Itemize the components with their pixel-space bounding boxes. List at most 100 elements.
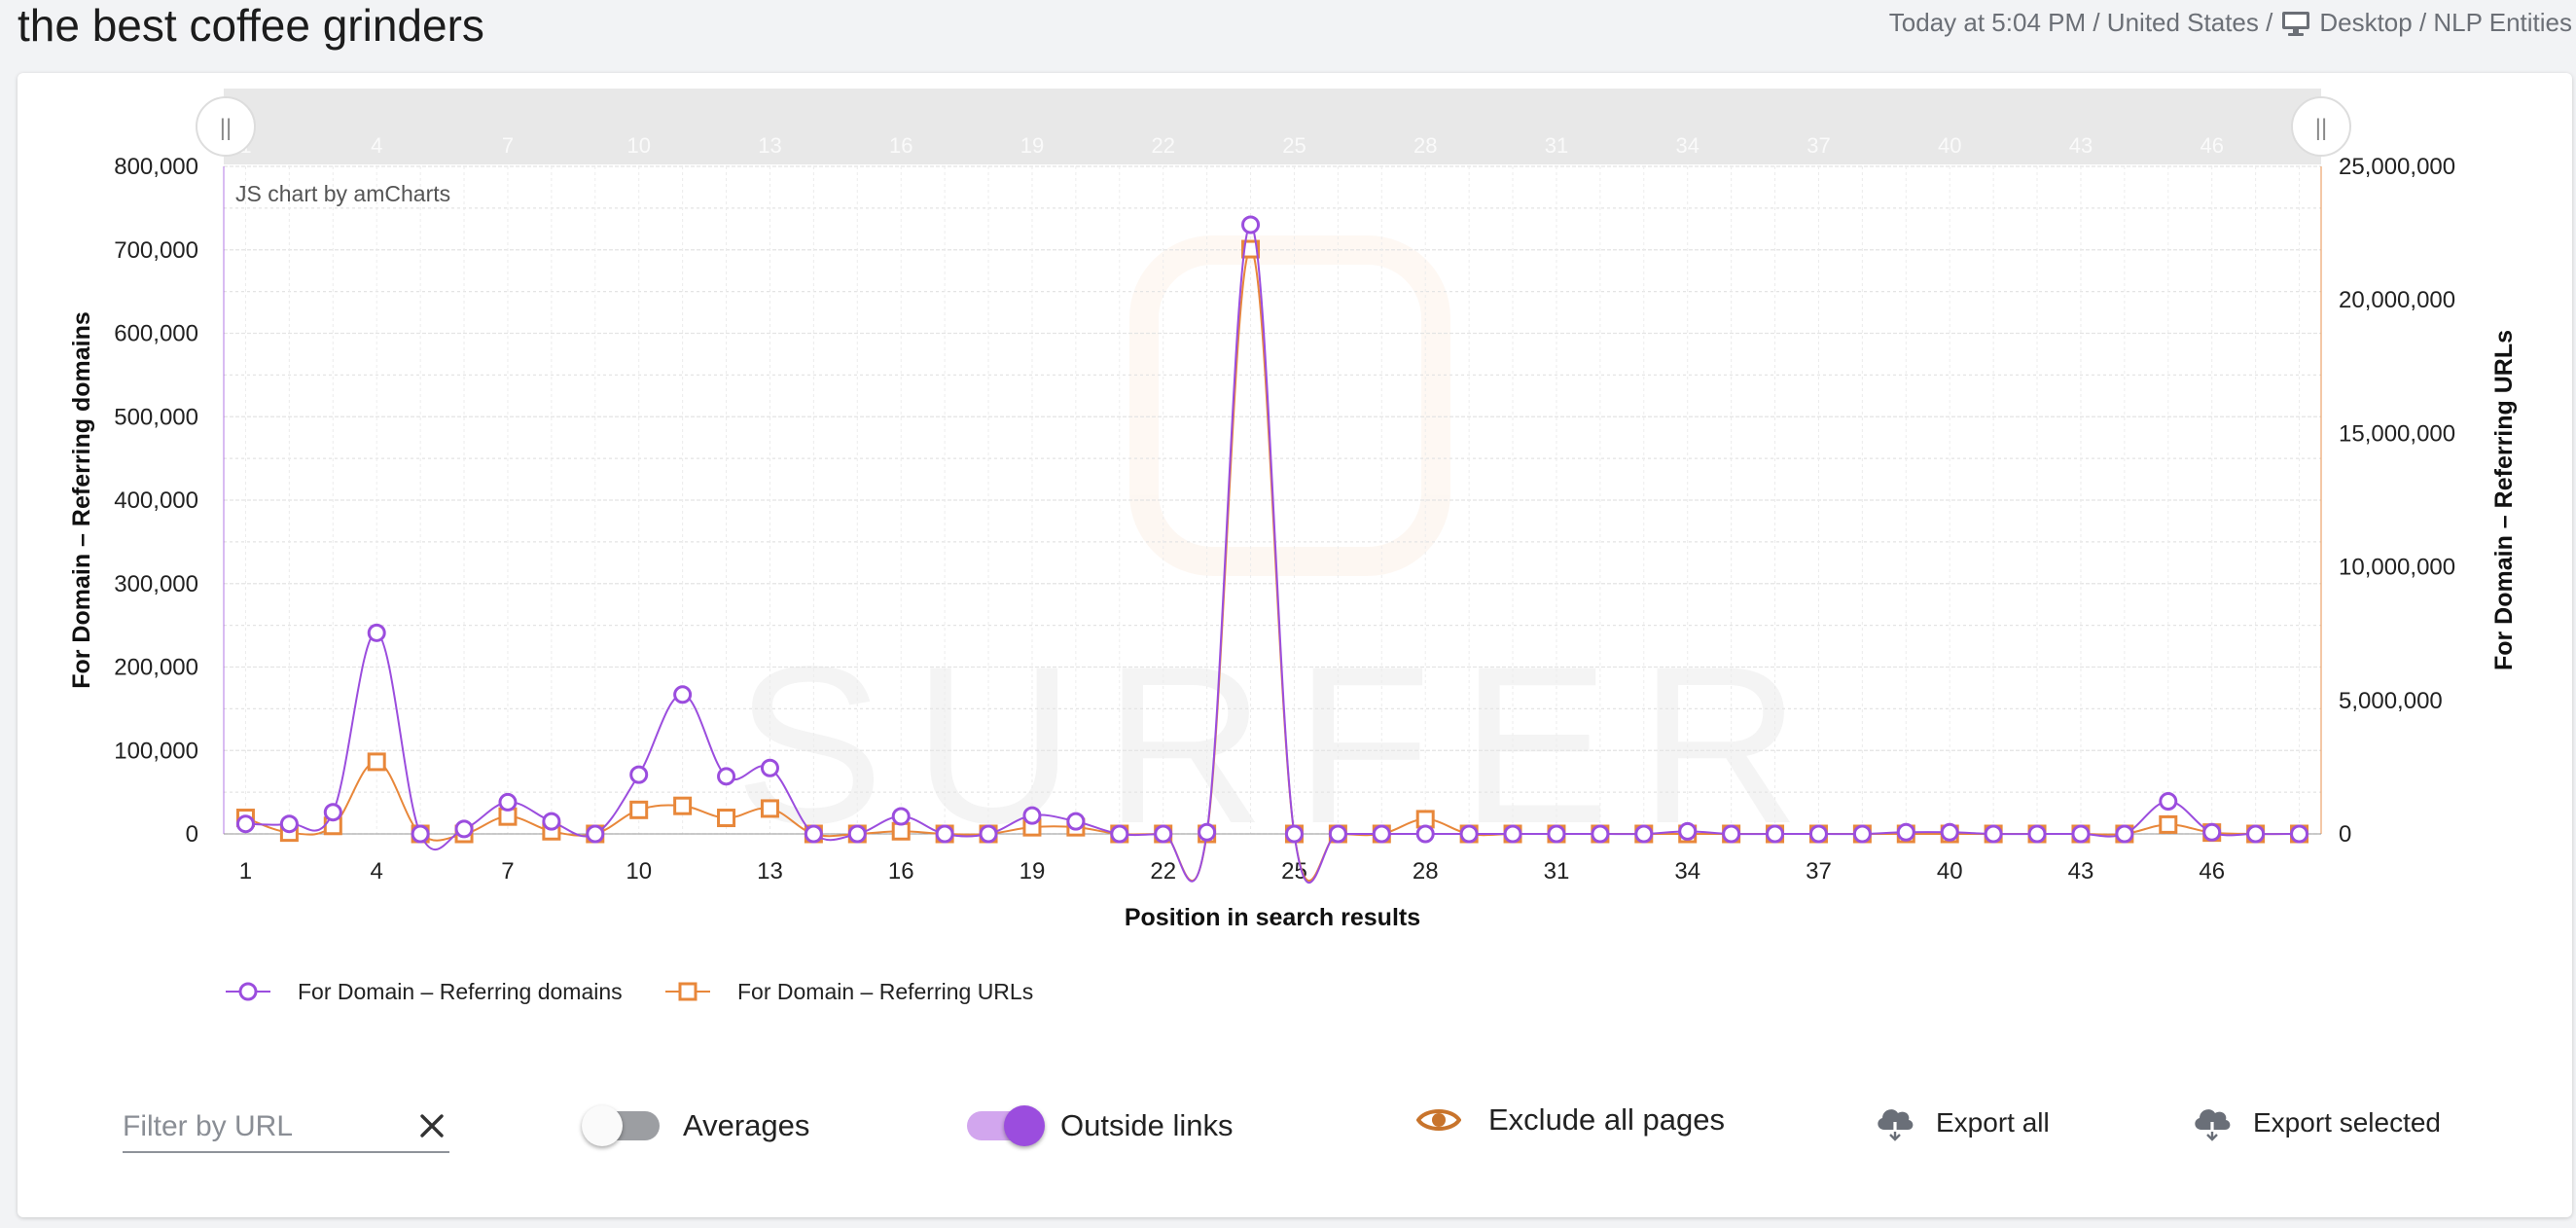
desktop-icon (2282, 11, 2310, 36)
y-left-tick-label: 100,000 (114, 738, 198, 764)
data-point-square (673, 796, 693, 815)
data-point-circle (1022, 806, 1042, 825)
data-point-circle (1241, 215, 1261, 235)
scrollbar-tick-label: 25 (1282, 133, 1306, 158)
outside-links-toggle-knob (1004, 1105, 1045, 1146)
y-left-tick-label: 300,000 (114, 571, 198, 597)
handle-grip: || (220, 115, 232, 141)
eye-icon (1416, 1109, 1461, 1131)
scrollbar-tick-label: 46 (2200, 133, 2223, 158)
x-tick-label: 31 (1544, 858, 1570, 885)
data-point-circle (411, 824, 430, 844)
scrollbar-tick-label: 34 (1675, 133, 1699, 158)
scrollbar-right-handle[interactable]: || (2291, 96, 2351, 157)
data-point-circle (2290, 824, 2309, 844)
data-point-square (367, 752, 386, 772)
data-point-circle (498, 792, 518, 812)
data-point-square (1241, 239, 1261, 259)
x-tick-label: 28 (1413, 858, 1439, 885)
data-point-circle (1591, 824, 1610, 844)
scrollbar-tick-label: 10 (626, 133, 650, 158)
scrollbar-tick-label: 19 (1020, 133, 1044, 158)
data-point-circle (1852, 824, 1872, 844)
y-left-tick-label: 0 (186, 821, 198, 848)
data-point-circle (2159, 792, 2178, 812)
x-tick-label: 10 (626, 858, 652, 885)
averages-toggle[interactable]: Averages (582, 1105, 809, 1146)
data-point-circle (1198, 822, 1217, 842)
data-point-circle (1154, 824, 1173, 844)
data-point-square (760, 799, 779, 818)
chart-card: SURFER14710131619222528313437404346||||J… (18, 73, 2572, 1217)
y-right-tick-label: 0 (2339, 821, 2351, 848)
y-right-tick-label: 10,000,000 (2339, 555, 2455, 581)
meta-prefix: Today at 5:04 PM / United States / (1888, 8, 2273, 37)
chart: SURFER14710131619222528313437404346||||J… (68, 89, 2518, 1004)
y-right-axis-title: For Domain – Referring URLs (2490, 330, 2518, 670)
scrollbar-tick-label: 40 (1938, 133, 1961, 158)
data-point-circle (323, 803, 342, 822)
data-point-circle (1372, 824, 1391, 844)
data-point-circle (1547, 824, 1566, 844)
scrollbar-tick-label: 31 (1545, 133, 1568, 158)
scrollbar-track (224, 89, 2321, 164)
export-selected-label: Export selected (2253, 1107, 2441, 1138)
data-point-circle (2202, 822, 2222, 842)
data-point-circle (673, 685, 693, 704)
averages-toggle-knob (582, 1105, 623, 1146)
surfer-watermark: SURFER (734, 235, 1801, 870)
legend-marker-square (678, 982, 698, 1001)
data-point-circle (454, 819, 474, 839)
y-left-tick-label: 500,000 (114, 404, 198, 430)
exclude-all-pages-button[interactable]: Exclude all pages (1416, 1102, 1725, 1138)
data-point-circle (717, 767, 736, 786)
page-title: the best coffee grinders (18, 0, 484, 51)
data-point-circle (1110, 824, 1129, 844)
data-point-circle (586, 824, 605, 844)
data-point-circle (979, 824, 998, 844)
meta-suffix: Desktop / NLP Entities (2319, 8, 2572, 37)
legend-item-referring-urls[interactable]: For Domain – Referring URLs (665, 979, 1033, 1004)
y-left-tick-label: 700,000 (114, 237, 198, 264)
filter-by-url (123, 1102, 449, 1153)
data-point-square (717, 809, 736, 828)
data-point-circle (1940, 822, 1959, 842)
data-point-circle (2246, 824, 2266, 844)
data-point-square (2159, 814, 2178, 834)
data-point-circle (1984, 824, 2003, 844)
scrollbar-tick-label: 7 (502, 133, 514, 158)
y-left-axis-title: For Domain – Referring domains (68, 311, 95, 689)
legend-label: For Domain – Referring domains (298, 979, 623, 1004)
outside-links-toggle[interactable]: Outside links (967, 1105, 1233, 1146)
export-all-button[interactable]: Export all (1874, 1102, 2050, 1143)
data-point-circle (2027, 824, 2047, 844)
filter-input[interactable] (123, 1110, 395, 1143)
data-point-circle (935, 824, 954, 844)
data-point-circle (235, 814, 255, 834)
scrollbar-tick-label: 37 (1807, 133, 1830, 158)
x-tick-label: 25 (1281, 858, 1307, 885)
series-referring-domains (235, 215, 2309, 884)
x-tick-label: 34 (1674, 858, 1700, 885)
y-left-tick-label: 600,000 (114, 321, 198, 347)
scrollbar-tick-label: 43 (2069, 133, 2093, 158)
x-tick-label: 7 (501, 858, 514, 885)
scrollbar-tick-label: 28 (1413, 133, 1437, 158)
export-selected-button[interactable]: Export selected (2191, 1102, 2441, 1143)
data-point-circle (1066, 812, 1086, 831)
data-point-circle (1459, 824, 1479, 844)
data-point-circle (1328, 824, 1347, 844)
exclude-label: Exclude all pages (1488, 1102, 1725, 1137)
handle-grip: || (2315, 115, 2327, 141)
x-tick-label: 1 (239, 858, 252, 885)
controls-bar: Averages Outside links Exclude all pages… (18, 73, 2572, 1217)
data-point-circle (1678, 821, 1698, 841)
scrollbar-left-handle[interactable]: || (196, 96, 256, 157)
x-tick-label: 46 (2199, 858, 2225, 885)
x-tick-label: 22 (1150, 858, 1176, 885)
report-meta: Today at 5:04 PM / United States / Deskt… (1889, 8, 2572, 38)
legend: For Domain – Referring domains For Domain… (226, 979, 1033, 1004)
close-icon[interactable] (414, 1108, 449, 1143)
legend-item-referring-domains[interactable]: For Domain – Referring domains (226, 979, 623, 1004)
averages-toggle-track (582, 1105, 660, 1146)
